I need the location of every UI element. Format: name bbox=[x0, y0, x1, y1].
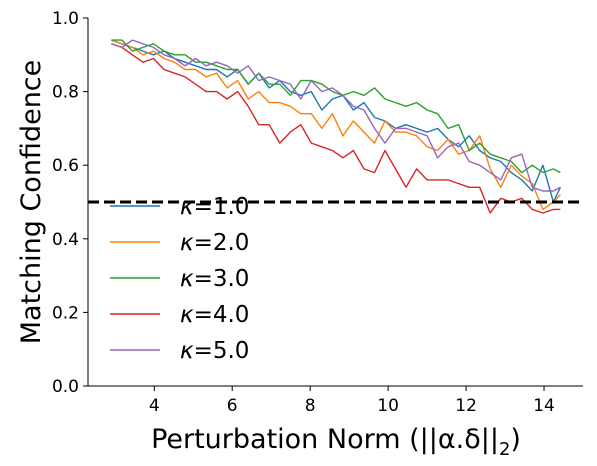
y-tick-label: 0.0 bbox=[52, 377, 79, 397]
x-tick-label: 6 bbox=[227, 396, 238, 416]
legend: κ=1.0 κ=2.0 κ=3.0 κ=4.0 κ=5.0 bbox=[110, 194, 249, 364]
legend-label-5: κ=5.0 bbox=[180, 338, 249, 364]
x-tick-label: 14 bbox=[533, 396, 555, 416]
y-tick-label: 0.6 bbox=[52, 156, 79, 176]
x-axis-title-close: ) bbox=[510, 424, 521, 455]
series-lines bbox=[111, 39, 562, 214]
series-line-4 bbox=[111, 43, 561, 214]
series-line-1 bbox=[111, 39, 562, 203]
plot-area bbox=[87, 18, 583, 387]
y-tick-label: 0.8 bbox=[52, 83, 79, 103]
y-axis-title: Matching Confidence bbox=[16, 60, 47, 345]
x-tick-label: 10 bbox=[377, 396, 399, 416]
series-line-3 bbox=[111, 39, 561, 174]
y-tick-label: 1.0 bbox=[52, 9, 79, 29]
series-line-5 bbox=[111, 39, 561, 192]
x-axis-title: Perturbation Norm (||α.δ||2) bbox=[151, 424, 521, 460]
x-axis-title-main: Perturbation Norm (||α.δ|| bbox=[151, 424, 499, 455]
x-tick-label: 4 bbox=[149, 396, 160, 416]
x-axis-ticks: 4 6 8 10 12 14 bbox=[149, 386, 555, 416]
legend-label-1: κ=1.0 bbox=[180, 194, 249, 220]
y-tick-label: 0.2 bbox=[52, 303, 79, 323]
legend-label-3: κ=3.0 bbox=[180, 266, 249, 292]
x-axis-title-subscript: 2 bbox=[499, 439, 510, 460]
legend-label-4: κ=4.0 bbox=[180, 302, 249, 328]
x-tick-label: 12 bbox=[455, 396, 477, 416]
legend-label-2: κ=2.0 bbox=[180, 230, 249, 256]
x-tick-label: 8 bbox=[305, 396, 316, 416]
y-tick-label: 0.4 bbox=[52, 230, 79, 250]
series-line-2 bbox=[111, 39, 561, 211]
y-axis-ticks: 0.0 0.2 0.4 0.6 0.8 1.0 bbox=[52, 9, 88, 397]
